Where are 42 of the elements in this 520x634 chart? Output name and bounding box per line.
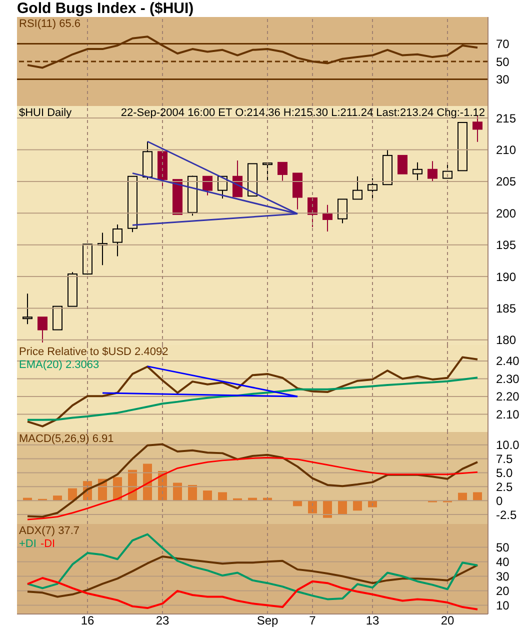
y-tick-label: 0 bbox=[496, 494, 503, 508]
x-tick-label: 16 bbox=[80, 614, 94, 628]
text: +DI bbox=[19, 538, 36, 550]
y-tick-label: 70 bbox=[496, 36, 510, 51]
series-label: Price Relative to $USD 2.4092 bbox=[19, 346, 168, 359]
y-tick-label: 185 bbox=[496, 301, 516, 316]
chart-title: Gold Bugs Index - ($HUI) bbox=[16, 0, 195, 17]
y-tick-label: 2.30 bbox=[496, 372, 520, 386]
y-tick-label: 20 bbox=[496, 584, 510, 598]
y-tick-label: 50 bbox=[496, 54, 510, 69]
x-tick-label: 7 bbox=[309, 614, 316, 628]
text: EMA(20) 2.3063 bbox=[19, 359, 100, 371]
y-tick-label: 10 bbox=[496, 598, 510, 613]
x-tick-label: 23 bbox=[156, 614, 170, 628]
series-label: RSI(11) 65.6 bbox=[19, 18, 81, 31]
text: MACD(5,26,9) 6.91 bbox=[19, 433, 114, 446]
y-tick-label: 180 bbox=[496, 333, 516, 348]
y-tick-label: -2.5 bbox=[496, 508, 518, 522]
y-tick-label: 2.10 bbox=[496, 408, 520, 422]
y-tick-label: 2.5 bbox=[496, 480, 514, 494]
y-tick-label: 50 bbox=[496, 540, 510, 554]
y-tick-label: 195 bbox=[496, 238, 516, 252]
x-tick-label: 20 bbox=[440, 614, 454, 628]
text: ADX(7) 37.7 bbox=[19, 525, 80, 538]
text: -DI bbox=[40, 538, 56, 550]
annotation: 22-Sep-2004 16:00 ET O:214.36 H:215.30 L:211.24 Last:213.24 Chg:-1.12 bbox=[120, 107, 485, 119]
y-tick-label: 7.5 bbox=[496, 452, 514, 466]
y-tick-label: 190 bbox=[496, 270, 516, 284]
y-tick-label: 2.20 bbox=[496, 390, 520, 404]
y-tick-label: 205 bbox=[496, 174, 516, 189]
y-tick-label: 210 bbox=[496, 143, 516, 158]
y-tick-label: 215 bbox=[496, 111, 516, 126]
y-tick-label: 40 bbox=[496, 555, 510, 569]
y-tick-label: 5.0 bbox=[496, 466, 514, 480]
y-tick-label: 30 bbox=[496, 72, 510, 87]
y-tick-label: 10.0 bbox=[496, 438, 520, 452]
y-tick-label: 200 bbox=[496, 206, 516, 220]
x-tick-label: 13 bbox=[366, 614, 380, 628]
y-tick-label: 2.40 bbox=[496, 354, 520, 368]
x-tick-label: Sep bbox=[256, 614, 278, 628]
annotation: $HUI Daily bbox=[19, 107, 72, 119]
y-tick-label: 30 bbox=[496, 570, 510, 584]
